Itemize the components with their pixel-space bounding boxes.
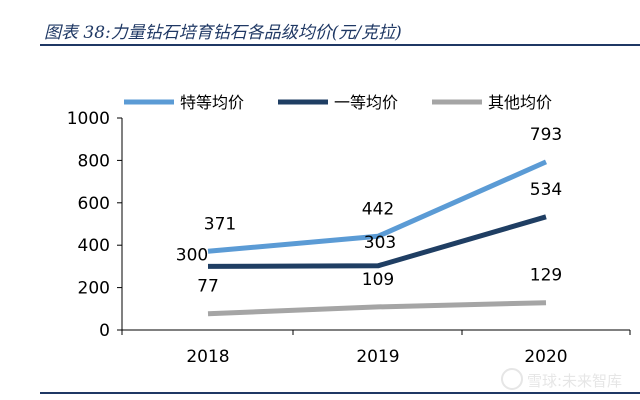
data-label: 793 — [530, 125, 562, 145]
watermark: 雪球:未来智库 — [500, 368, 622, 391]
legend-label: 其他均价 — [488, 93, 552, 112]
series-line — [207, 214, 547, 269]
bottom-divider — [40, 392, 640, 394]
title-divider — [40, 44, 640, 46]
chart-title: 图表 38:力量钻石培育钻石各品级均价(元/克拉) — [44, 23, 402, 43]
watermark-text: 雪球:未来智库 — [526, 372, 622, 390]
data-label: 300 — [176, 245, 208, 265]
x-tick-label: 2019 — [356, 347, 399, 367]
snowball-logo-icon — [500, 368, 523, 390]
data-label: 303 — [364, 233, 396, 253]
y-tick-label: 400 — [78, 236, 110, 256]
legend-label: 特等均价 — [180, 93, 244, 112]
x-tick-label: 2018 — [186, 347, 229, 367]
y-tick-label: 0 — [99, 321, 110, 341]
data-label: 109 — [362, 270, 394, 290]
y-tick-label: 200 — [78, 279, 110, 299]
y-tick-label: 1000 — [67, 109, 110, 129]
data-label: 442 — [362, 199, 394, 219]
series-line — [207, 300, 547, 317]
legend-label: 一等均价 — [334, 93, 398, 112]
y-tick-label: 600 — [78, 194, 110, 214]
data-label: 371 — [204, 214, 236, 234]
data-label: 534 — [530, 180, 562, 200]
x-tick-label: 2020 — [524, 347, 567, 367]
data-label: 77 — [197, 277, 219, 297]
y-tick-label: 800 — [78, 151, 110, 171]
series-line — [207, 159, 548, 254]
data-label: 129 — [530, 266, 562, 286]
